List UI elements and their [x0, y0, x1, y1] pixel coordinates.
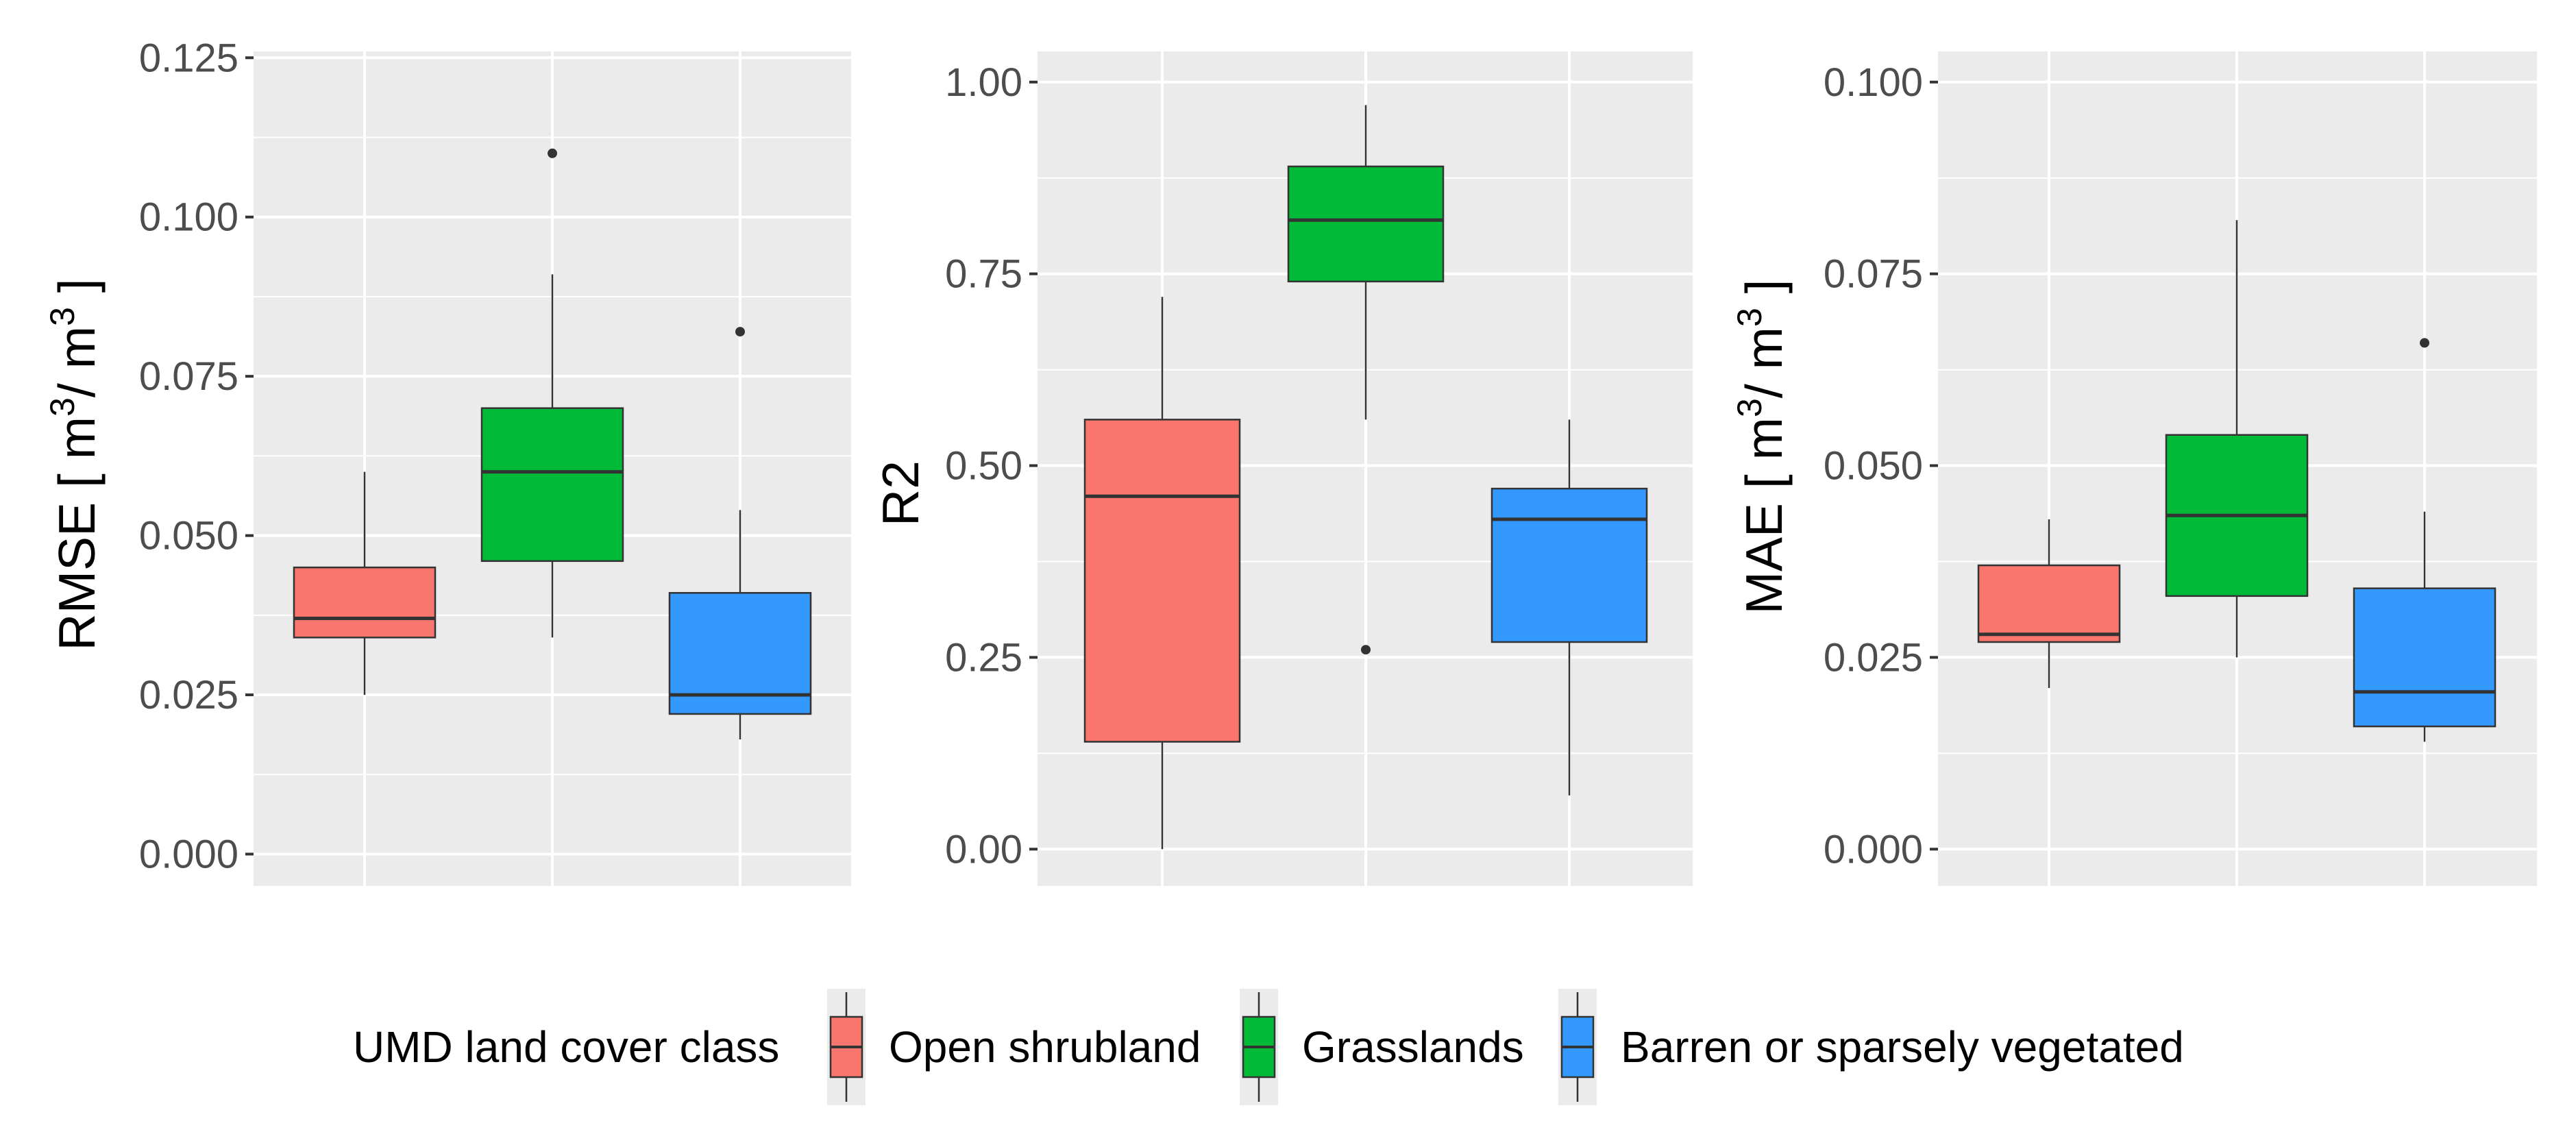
rmse-y-axis-title: RMSE [ m3/ m3 ] [43, 278, 106, 650]
mae-panel: MAE [ m3/ m3 ] 0.000 0.025 0.050 0.075 0.100 [1730, 51, 2537, 886]
mae-barren-outlier-point [2420, 338, 2429, 348]
mae-open-shrubland-box [1977, 564, 2121, 643]
mae-y-tick-label: 0.100 [1824, 60, 1923, 105]
mae-barren-box [2353, 587, 2497, 728]
legend-open-shrubland-label: Open shrubland [889, 1022, 1201, 1072]
r2-y-tick-label: 1.00 [945, 60, 1022, 105]
legend: UMD land cover class Open shrubland Grass… [353, 989, 2184, 1105]
r2-grasslands-box [1287, 165, 1445, 283]
mae-y-tick-label: 0.025 [1824, 635, 1923, 680]
rmse-barren-outlier-point [735, 327, 745, 337]
r2-y-tick-label: 0.50 [945, 444, 1022, 489]
r2-y-axis-title: R2 [872, 460, 929, 526]
rmse-open-shrubland-box [293, 566, 437, 639]
legend-title: UMD land cover class [353, 1022, 779, 1072]
mae-y-tick-label: 0.050 [1824, 444, 1923, 489]
legend-grasslands-label: Grasslands [1302, 1022, 1524, 1072]
r2-panel: R2 0.00 0.25 0.50 0.75 1.00 [872, 51, 1693, 886]
r2-open-shrubland-box [1083, 419, 1241, 743]
mae-y-tick-label: 0.075 [1824, 252, 1923, 297]
r2-barren-box [1491, 487, 1648, 643]
r2-grasslands-outlier-point [1361, 645, 1371, 655]
rmse-y-tick-label: 0.025 [139, 673, 238, 717]
rmse-panel: RMSE [ m3/ m3 ] 0.000 0.025 0.050 0.075 0.10… [43, 36, 851, 886]
rmse-y-tick-label: 0.050 [139, 514, 238, 558]
mae-y-tick-label: 0.000 [1824, 827, 1923, 872]
rmse-y-tick-label: 0.000 [139, 833, 238, 877]
r2-y-tick-label: 0.75 [945, 252, 1022, 297]
rmse-y-tick-label: 0.100 [139, 195, 238, 240]
rmse-grasslands-outlier-point [548, 148, 557, 158]
r2-y-tick-label: 0.00 [945, 827, 1022, 872]
legend-barren-label: Barren or sparsely vegetated [1621, 1022, 2184, 1072]
rmse-grasslands-box [480, 407, 624, 563]
rmse-y-tick-label: 0.125 [139, 36, 238, 80]
rmse-y-tick-label: 0.075 [139, 354, 238, 399]
r2-y-tick-label: 0.25 [945, 635, 1022, 680]
mae-y-axis-title: MAE [ m3/ m3 ] [1730, 280, 1793, 615]
